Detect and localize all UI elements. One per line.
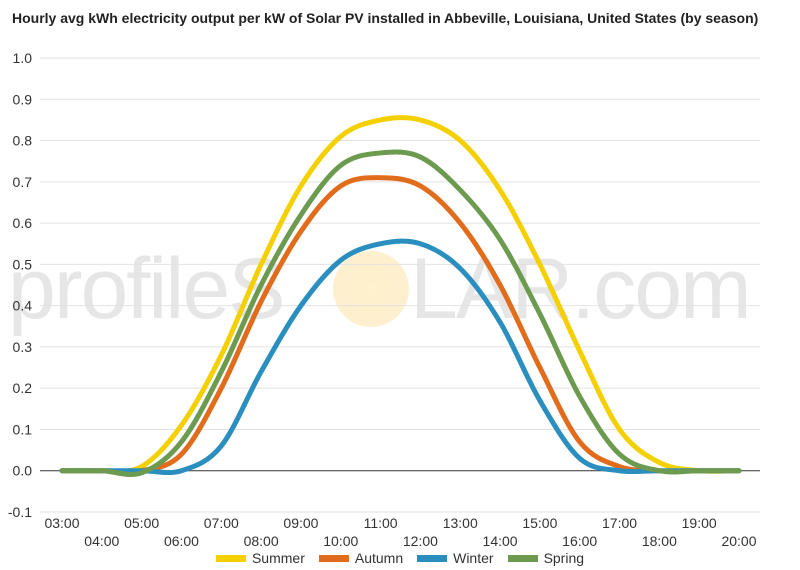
chart-title: Hourly avg kWh electricity output per kW… — [12, 10, 759, 26]
y-tick-label: 0.5 — [13, 256, 33, 272]
y-tick-label: -0.1 — [8, 504, 32, 520]
watermark-text-right: LAR.com — [410, 241, 752, 337]
series-line-winter[interactable] — [59, 238, 742, 476]
x-tick-label: 14:00 — [483, 533, 518, 549]
x-tick-label: 19:00 — [682, 515, 717, 531]
x-tick-label: 06:00 — [164, 533, 199, 549]
y-tick-label: 0.4 — [13, 298, 33, 314]
series-line-spring[interactable] — [59, 149, 742, 478]
legend-item-winter[interactable]: Winter — [417, 550, 494, 566]
x-tick-label: 20:00 — [721, 533, 756, 549]
legend-label: Winter — [453, 550, 494, 566]
y-tick-label: 0.2 — [13, 380, 33, 396]
y-tick-label: 0.7 — [13, 174, 33, 190]
legend-item-autumn[interactable]: Autumn — [318, 550, 404, 566]
legend-swatch — [417, 554, 448, 562]
x-tick-label: 16:00 — [562, 533, 597, 549]
legend-label: Summer — [251, 550, 305, 566]
y-tick-label: 0.6 — [13, 215, 33, 231]
x-tick-label: 08:00 — [244, 533, 279, 549]
series-line-autumn[interactable] — [59, 175, 742, 475]
legend-label: Autumn — [354, 550, 404, 566]
y-tick-label: 0.3 — [13, 339, 33, 355]
series-line-summer[interactable] — [59, 115, 742, 474]
x-tick-label: 13:00 — [443, 515, 478, 531]
y-tick-label: 0.8 — [13, 133, 33, 149]
legend-label: Spring — [543, 550, 585, 566]
legend: Summer Autumn Winter Spring — [0, 548, 800, 568]
x-tick-label: 17:00 — [602, 515, 637, 531]
legend-swatch — [318, 554, 349, 562]
legend-swatch — [507, 554, 538, 562]
x-tick-label: 10:00 — [323, 533, 358, 549]
x-tick-label: 11:00 — [364, 515, 398, 531]
y-tick-label: 0.1 — [13, 421, 33, 437]
grid-lines — [40, 57, 760, 513]
x-tick-label: 03:00 — [44, 515, 79, 531]
legend-item-summer[interactable]: Summer — [215, 550, 305, 566]
watermark-sun-icon — [333, 251, 409, 327]
x-tick-label: 18:00 — [642, 533, 677, 549]
y-tick-label: 0.9 — [13, 91, 33, 107]
series-lines — [59, 115, 742, 478]
x-tick-label: 07:00 — [204, 515, 239, 531]
x-tick-label: 05:00 — [124, 515, 159, 531]
x-tick-label: 15:00 — [522, 515, 557, 531]
y-tick-label: 0.0 — [13, 463, 33, 479]
y-axis-ticks: -0.1 0.0 0.1 0.2 0.3 0.4 0.5 0.6 0.7 0.8 0.9 1.0 — [8, 50, 32, 520]
x-tick-label: 09:00 — [283, 515, 318, 531]
x-tick-label: 04:00 — [84, 533, 119, 549]
y-tick-label: 1.0 — [13, 50, 33, 66]
legend-item-spring[interactable]: Spring — [507, 550, 585, 566]
legend-swatch — [215, 554, 246, 562]
x-tick-label: 12:00 — [403, 533, 438, 549]
